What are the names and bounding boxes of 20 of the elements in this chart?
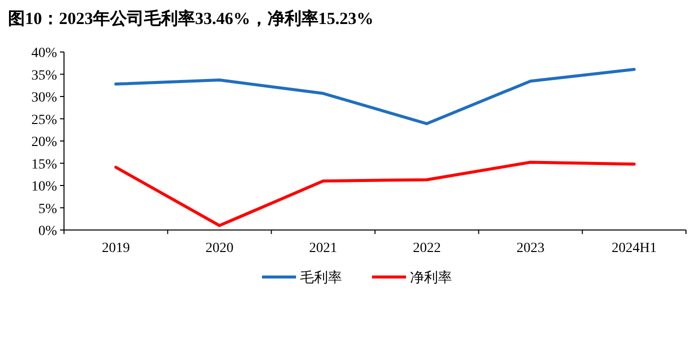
y-tick-label: 40% [31,46,58,61]
legend-label: 毛利率 [300,270,342,286]
x-tick-label: 2020 [206,241,234,256]
legend-label: 净利率 [410,270,452,286]
y-tick-label: 15% [31,157,58,172]
y-tick-label: 10% [31,180,58,194]
line-series [114,160,636,228]
y-tick-label: 5% [38,202,58,217]
y-tick-label: 30% [31,90,58,106]
chart-title: 图10：2023年公司毛利率33.46%，净利率15.23% [8,9,374,28]
y-tick-label: 25% [31,112,58,128]
y-tick-label: 35% [31,68,58,84]
x-tick-label: 2021 [309,241,338,256]
x-tick-label: 2024H1 [612,241,657,256]
x-tick-label: 2019 [102,241,130,256]
y-tick-label: 20% [31,135,58,150]
line-series [114,68,636,126]
x-tick-label: 2023 [516,241,544,256]
x-tick-label: 2022 [412,241,441,256]
y-tick-label: 0% [38,224,58,239]
